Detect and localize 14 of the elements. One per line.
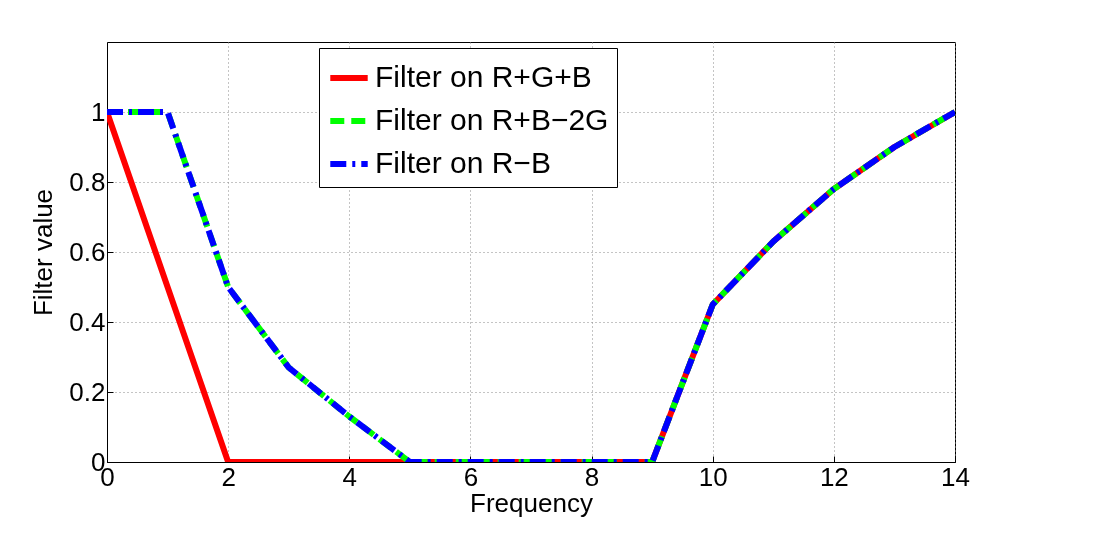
- y-tick-label: 0.4: [69, 306, 106, 337]
- y-axis-title: Filter value: [28, 188, 59, 317]
- y-tick-label: 0.8: [69, 166, 106, 197]
- x-tick-label: 2: [221, 461, 236, 492]
- x-tick-label: 10: [698, 461, 728, 492]
- x-tick-label: 12: [819, 461, 849, 492]
- y-tick-label: 1: [91, 96, 106, 127]
- y-tick-label: 0.2: [69, 376, 106, 407]
- legend-label: Filter on R+G+B: [375, 60, 592, 93]
- legend-label: Filter on R−B: [375, 146, 551, 179]
- legend-label: Filter on R+B−2G: [375, 103, 609, 136]
- y-tick-label: 0.6: [69, 236, 106, 267]
- x-tick-label: 14: [941, 461, 970, 492]
- x-tick-label: 4: [342, 461, 358, 492]
